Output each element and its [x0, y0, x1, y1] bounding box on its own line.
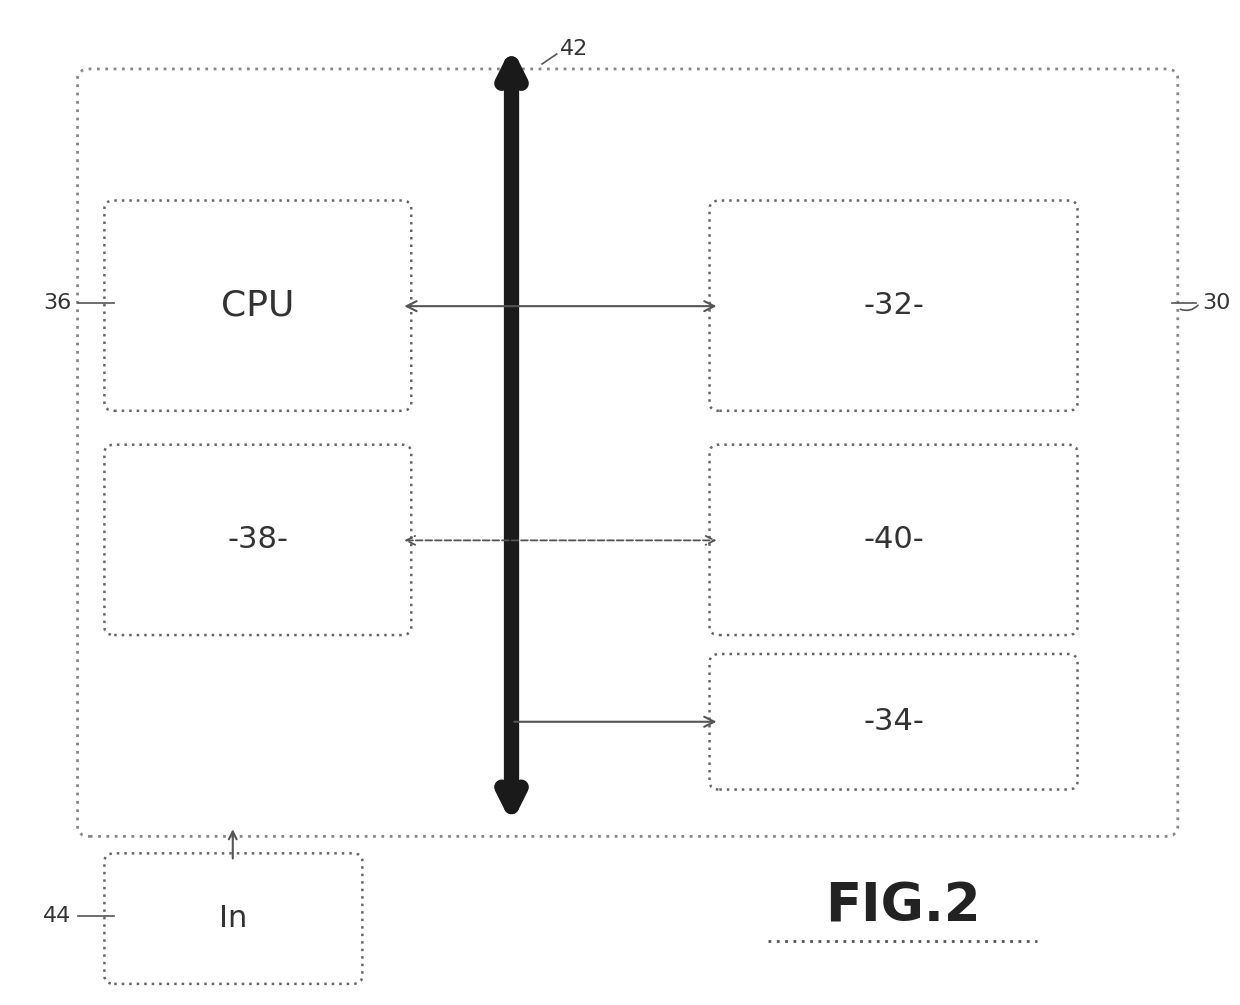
FancyBboxPatch shape — [104, 853, 362, 984]
Text: 30: 30 — [1203, 293, 1230, 314]
FancyBboxPatch shape — [104, 444, 412, 635]
Text: FIG.2: FIG.2 — [825, 880, 981, 933]
Text: -38-: -38- — [227, 526, 289, 555]
Text: -32-: -32- — [863, 291, 924, 321]
Text: -40-: -40- — [863, 526, 924, 555]
Text: 42: 42 — [560, 39, 589, 59]
Text: -34-: -34- — [863, 708, 924, 737]
FancyBboxPatch shape — [709, 444, 1078, 635]
FancyBboxPatch shape — [709, 654, 1078, 790]
Text: In: In — [219, 904, 248, 933]
FancyBboxPatch shape — [709, 201, 1078, 411]
FancyBboxPatch shape — [104, 201, 412, 411]
Text: 44: 44 — [43, 907, 72, 927]
Text: 36: 36 — [43, 293, 72, 314]
Text: CPU: CPU — [221, 288, 295, 323]
